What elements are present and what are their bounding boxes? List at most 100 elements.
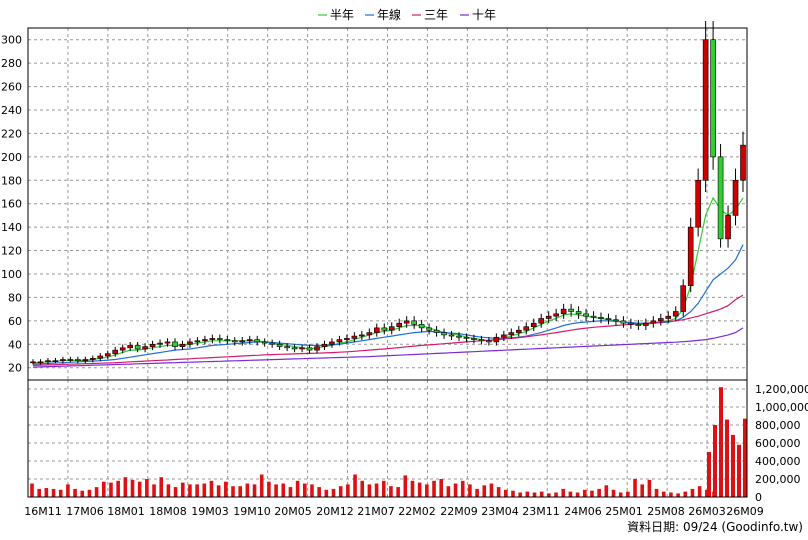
volume-bar — [80, 490, 85, 497]
volume-bar — [532, 492, 537, 497]
candle-body — [127, 345, 133, 349]
candle-body — [142, 346, 148, 350]
candle-body — [493, 336, 500, 343]
volume-bar — [245, 483, 250, 497]
candle-body — [246, 339, 253, 342]
candle-body — [471, 338, 477, 340]
candle-body — [441, 332, 447, 336]
x-tick-label: 25M01 — [605, 505, 643, 518]
candle-body — [329, 341, 335, 345]
candle-body — [359, 334, 365, 337]
volume-tick-label: 1,200,000 — [755, 383, 808, 396]
candle-body — [299, 347, 305, 350]
x-tick-label: 23M11 — [522, 505, 560, 518]
volume-bar — [554, 492, 558, 497]
volume-bar — [626, 491, 630, 497]
volume-bar — [482, 485, 487, 497]
candle-body — [291, 347, 298, 350]
price-tick-label: 60 — [8, 315, 22, 328]
candle-body — [217, 338, 223, 340]
volume-bar — [575, 492, 580, 497]
volume-bar — [303, 483, 307, 497]
candle-body — [710, 39, 716, 158]
candle-body — [680, 285, 687, 312]
candle-body — [403, 320, 410, 324]
volume-bar — [439, 479, 443, 497]
volume-bar — [338, 486, 343, 497]
candle-body — [702, 39, 709, 181]
legend-label-0: 半年 — [330, 8, 354, 22]
volume-bar — [539, 491, 544, 497]
candle-body — [515, 329, 522, 333]
volume-bar — [130, 479, 135, 497]
volume-bar — [44, 488, 49, 497]
candle-body — [695, 179, 701, 228]
volume-bar — [654, 488, 659, 497]
candle-body — [456, 335, 462, 338]
candle-body — [560, 308, 567, 315]
x-tick-label: 20M12 — [316, 505, 354, 518]
candle-body — [725, 215, 731, 240]
candle-body — [269, 342, 275, 345]
candle-body — [381, 327, 388, 331]
candle-body — [672, 311, 679, 317]
candle-body — [239, 340, 246, 343]
x-tick-label: 26M09 — [726, 505, 764, 518]
volume-bar — [195, 484, 199, 497]
volume-bar — [374, 483, 379, 497]
x-tick-label: 22M02 — [398, 505, 436, 518]
price-tick-label: 300 — [1, 34, 22, 47]
candle-body — [657, 318, 664, 322]
candle-body — [613, 319, 619, 322]
price-tick-label: 200 — [1, 151, 22, 164]
candle-body — [463, 336, 470, 339]
legend-label-2: 三年 — [424, 8, 448, 22]
volume-bar — [661, 491, 666, 497]
volume-bar — [496, 487, 501, 497]
price-tick-label: 100 — [1, 268, 22, 281]
candle-body — [261, 341, 268, 344]
candle-body — [411, 320, 417, 325]
price-tick-label: 140 — [1, 221, 22, 234]
candle-body — [276, 343, 283, 347]
price-tick-label: 80 — [8, 291, 22, 304]
volume-bar — [713, 425, 717, 497]
candle-body — [553, 313, 559, 317]
volume-bar — [725, 419, 729, 497]
candle-body — [306, 347, 313, 351]
candle-body — [605, 318, 612, 320]
candle-body — [426, 327, 432, 331]
candle-body — [164, 341, 171, 344]
volume-bar — [360, 480, 365, 497]
volume-bar — [705, 489, 709, 497]
candle-body — [523, 326, 530, 331]
volume-bar — [410, 480, 415, 497]
volume-bar — [73, 488, 77, 497]
candle-body — [336, 339, 343, 343]
candle-body — [209, 338, 216, 340]
price-tick-label: 280 — [1, 57, 22, 70]
volume-bar — [353, 474, 357, 497]
volume-bar — [267, 481, 271, 497]
candle-body — [172, 341, 178, 347]
volume-bar — [669, 492, 673, 497]
price-tick-label: 120 — [1, 245, 22, 258]
volume-bar — [707, 452, 711, 497]
candle-body — [45, 360, 51, 363]
x-tick-label: 18M08 — [149, 505, 187, 518]
candle-body — [418, 324, 425, 329]
candlesticks — [30, 20, 746, 365]
volume-bar — [166, 484, 171, 497]
volume-bar — [561, 488, 566, 497]
volume-bar — [690, 488, 695, 497]
candle-body — [284, 346, 290, 349]
candle-body — [75, 359, 81, 361]
candle-body — [448, 334, 455, 337]
x-tick-label: 16M11 — [24, 505, 62, 518]
volume-bar — [396, 487, 400, 497]
volume-bar — [590, 490, 594, 497]
candle-body — [202, 339, 208, 342]
legend-label-3: 十年 — [472, 8, 496, 22]
price-tick-label: 160 — [1, 198, 22, 211]
